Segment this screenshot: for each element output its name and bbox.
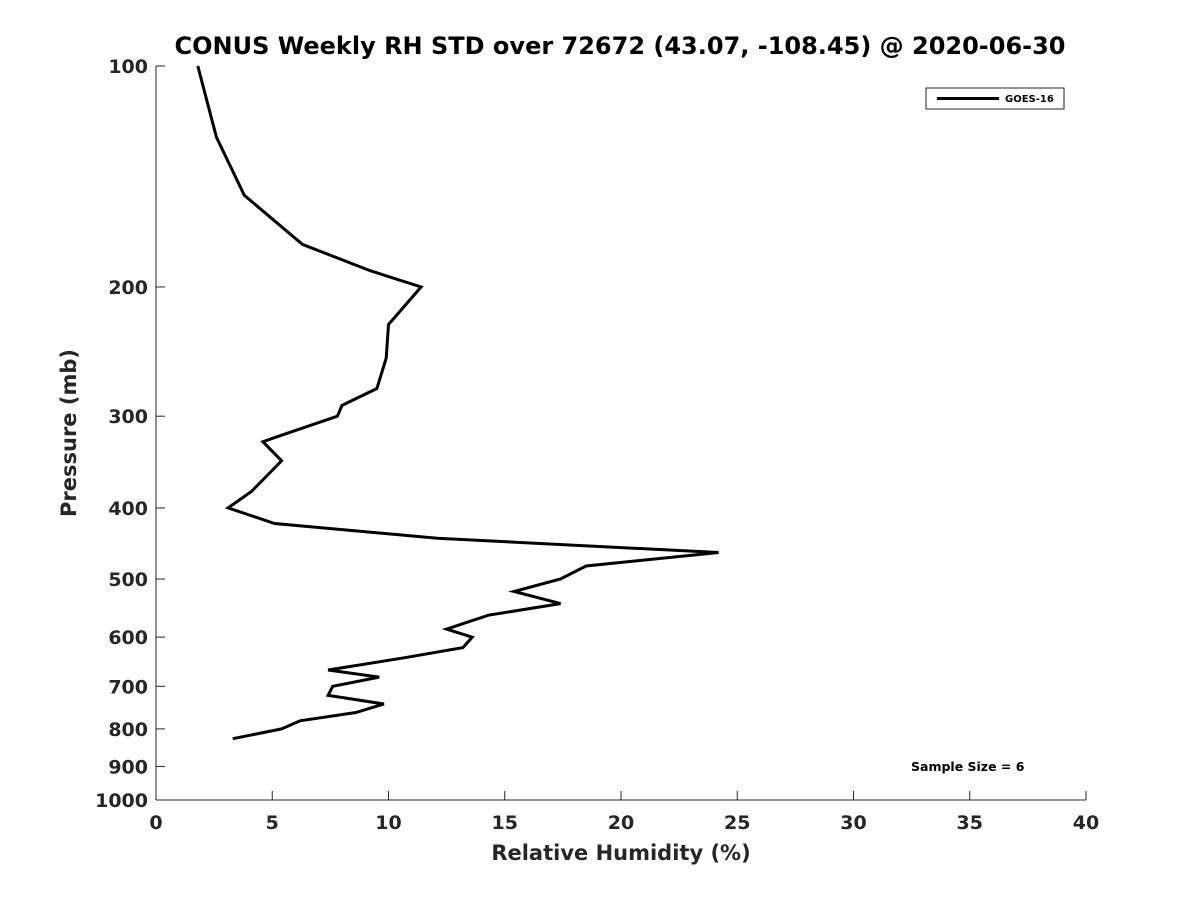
x-tick-label: 35 xyxy=(957,812,983,834)
chart-title: CONUS Weekly RH STD over 72672 (43.07, -… xyxy=(174,32,1065,60)
y-tick-label: 400 xyxy=(108,498,148,520)
y-tick-label: 300 xyxy=(108,406,148,428)
y-axis-label: Pressure (mb) xyxy=(57,349,81,517)
legend: GOES-16 xyxy=(925,87,1065,110)
y-tick-label: 200 xyxy=(108,277,148,299)
x-tick-label: 20 xyxy=(608,812,634,834)
series-group xyxy=(196,65,719,741)
x-tick-label: 30 xyxy=(840,812,866,834)
x-tick-label: 15 xyxy=(492,812,518,834)
x-tick-label: 10 xyxy=(375,812,401,834)
x-tick-label: 25 xyxy=(724,812,750,834)
legend-label: GOES-16 xyxy=(1005,94,1054,105)
y-tick-label: 600 xyxy=(108,627,148,649)
y-axis-ticks: 100 200 300 400 500 600 700 800 900 1000 xyxy=(95,56,165,812)
y-tick-label: 900 xyxy=(108,756,148,778)
x-tick-label: 0 xyxy=(149,812,162,834)
series-line-goes-16 xyxy=(196,65,719,741)
x-axis-ticks: 0 5 10 15 20 25 30 35 40 xyxy=(149,791,1099,834)
y-tick-label: 1000 xyxy=(95,790,148,812)
x-tick-label: 40 xyxy=(1073,812,1099,834)
sample-size-annotation: Sample Size = 6 xyxy=(911,759,1025,774)
y-tick-label: 500 xyxy=(108,569,148,591)
y-tick-label: 800 xyxy=(108,719,148,741)
x-axis-label: Relative Humidity (%) xyxy=(491,841,750,865)
x-tick-label: 5 xyxy=(266,812,279,834)
y-tick-label: 700 xyxy=(108,676,148,698)
y-tick-label: 100 xyxy=(108,56,148,78)
